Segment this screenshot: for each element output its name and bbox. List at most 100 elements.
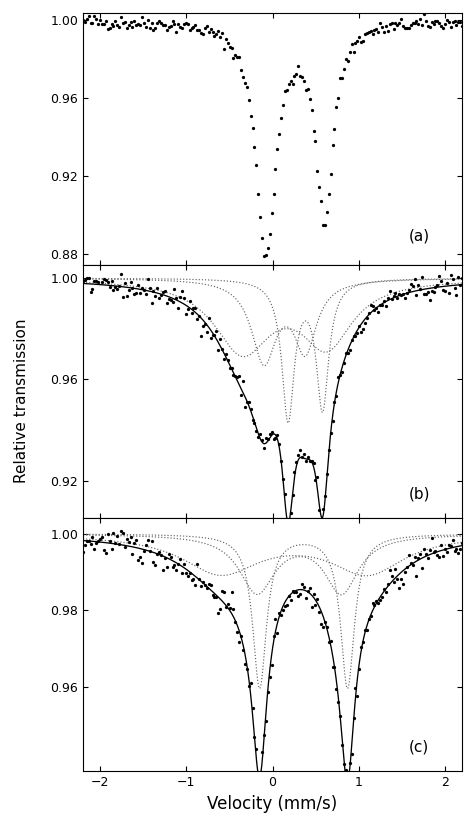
Point bbox=[188, 574, 195, 587]
Point bbox=[369, 299, 376, 313]
Point bbox=[382, 585, 390, 598]
Point bbox=[191, 18, 199, 32]
Point bbox=[273, 143, 281, 156]
Point bbox=[243, 662, 251, 676]
Point bbox=[191, 578, 199, 591]
Point bbox=[234, 626, 241, 639]
Point bbox=[140, 17, 148, 30]
Point bbox=[378, 590, 386, 604]
Point bbox=[272, 163, 279, 176]
Point bbox=[424, 551, 432, 565]
Point bbox=[268, 658, 275, 671]
Point bbox=[354, 689, 361, 702]
Point bbox=[79, 13, 87, 27]
Point bbox=[89, 530, 96, 544]
Point bbox=[392, 287, 399, 300]
Point bbox=[321, 615, 329, 628]
Point bbox=[239, 374, 247, 387]
Point bbox=[449, 15, 456, 28]
Point bbox=[98, 530, 106, 544]
Point bbox=[220, 585, 228, 598]
Point bbox=[209, 329, 216, 342]
Point bbox=[152, 22, 159, 35]
Point bbox=[325, 636, 333, 649]
Point bbox=[289, 584, 296, 597]
Point bbox=[214, 344, 222, 357]
Point bbox=[268, 425, 275, 439]
Point bbox=[131, 15, 138, 28]
Point bbox=[356, 319, 363, 333]
Point bbox=[212, 27, 220, 40]
Point bbox=[255, 767, 262, 781]
Point bbox=[182, 566, 190, 580]
Point bbox=[131, 288, 138, 301]
Point bbox=[438, 538, 445, 551]
Point bbox=[441, 542, 449, 555]
Point bbox=[291, 465, 298, 478]
Point bbox=[201, 21, 209, 34]
Point bbox=[296, 444, 304, 457]
Point bbox=[302, 454, 310, 467]
Point bbox=[171, 18, 178, 31]
Point bbox=[327, 168, 335, 181]
Point bbox=[109, 19, 117, 33]
Point bbox=[300, 448, 308, 461]
Point bbox=[133, 534, 140, 547]
Point bbox=[239, 643, 247, 656]
Point bbox=[294, 590, 302, 603]
Point bbox=[167, 294, 174, 307]
Point bbox=[445, 287, 453, 300]
Point bbox=[419, 561, 426, 575]
Point bbox=[386, 18, 393, 31]
Point bbox=[294, 59, 302, 73]
Point bbox=[230, 368, 237, 381]
Point bbox=[350, 711, 357, 724]
Point bbox=[310, 587, 317, 600]
Point bbox=[266, 227, 273, 240]
Point bbox=[306, 454, 313, 467]
Point bbox=[308, 455, 315, 468]
Point bbox=[142, 20, 150, 33]
Point bbox=[262, 431, 270, 445]
Point bbox=[150, 555, 157, 569]
Point bbox=[184, 17, 191, 30]
Point bbox=[390, 575, 397, 589]
Point bbox=[150, 24, 157, 38]
Point bbox=[424, 285, 432, 299]
Point bbox=[127, 530, 135, 544]
Point bbox=[405, 284, 412, 297]
Point bbox=[296, 587, 304, 600]
Point bbox=[142, 539, 150, 552]
Point bbox=[275, 128, 283, 141]
Point bbox=[390, 23, 397, 36]
Point bbox=[306, 581, 313, 595]
Point bbox=[361, 316, 369, 329]
Point bbox=[224, 353, 232, 366]
Point bbox=[106, 535, 113, 548]
Point bbox=[348, 747, 356, 761]
Point bbox=[195, 573, 203, 586]
Point bbox=[251, 416, 258, 430]
Point bbox=[354, 326, 361, 339]
Point bbox=[161, 550, 169, 564]
Point bbox=[395, 581, 403, 595]
Point bbox=[191, 301, 199, 314]
Point bbox=[100, 17, 108, 30]
Point bbox=[100, 544, 108, 557]
Point bbox=[119, 17, 127, 30]
Point bbox=[428, 15, 436, 28]
Point bbox=[83, 534, 91, 547]
Point bbox=[361, 624, 369, 637]
Point bbox=[92, 274, 100, 288]
Point bbox=[140, 545, 148, 558]
Point bbox=[157, 288, 165, 301]
Point bbox=[190, 572, 197, 585]
Point bbox=[131, 535, 138, 549]
Point bbox=[228, 362, 236, 375]
Point bbox=[327, 426, 335, 440]
Point bbox=[392, 16, 399, 29]
Point bbox=[281, 487, 289, 500]
Point bbox=[419, 271, 426, 284]
Point bbox=[174, 301, 182, 314]
Point bbox=[329, 414, 337, 428]
